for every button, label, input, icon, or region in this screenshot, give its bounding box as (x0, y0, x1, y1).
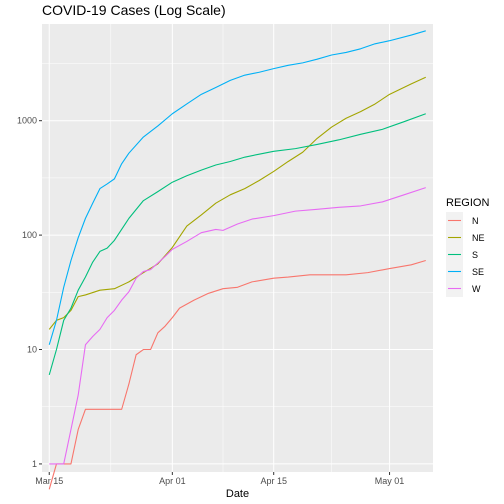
x-axis: Mar 15 Apr 01 Apr 15 May 01 (35, 472, 404, 486)
legend-item-w: W (446, 280, 481, 297)
legend-label: SE (472, 267, 484, 277)
legend-title: REGION (446, 197, 489, 209)
legend-label: NE (472, 233, 485, 243)
plot-panel (42, 24, 433, 472)
x-tick-label: Apr 01 (159, 476, 186, 486)
x-axis-title: Date (226, 488, 249, 500)
legend-item-ne: NE (446, 229, 485, 246)
legend-label: S (472, 250, 478, 260)
chart-title: COVID-19 Cases (Log Scale) (42, 2, 226, 18)
y-tick-label: 10 (27, 345, 37, 355)
y-tick-label: 100 (22, 230, 37, 240)
legend-label: W (472, 284, 481, 294)
series-line-s (48, 113, 426, 376)
legend-item-n: N (446, 212, 479, 229)
series-line-se (48, 30, 426, 345)
series-line-w (49, 187, 426, 465)
legend-label: N (472, 216, 479, 226)
series-line-n (48, 259, 426, 490)
legend-item-se: SE (446, 263, 484, 280)
y-tick-label: 1000 (17, 116, 37, 126)
series-lines (48, 30, 426, 490)
legend: REGION N NE S SE W (446, 197, 489, 297)
y-axis: 1 10 100 1000 (17, 116, 42, 469)
minor-gridlines (42, 24, 433, 472)
series-line-ne (48, 76, 426, 330)
y-tick-label: 1 (32, 459, 37, 469)
legend-item-s: S (446, 246, 478, 263)
x-tick-label: May 01 (375, 476, 405, 486)
x-tick-label: Mar 15 (35, 476, 63, 486)
x-tick-label: Apr 15 (260, 476, 287, 486)
